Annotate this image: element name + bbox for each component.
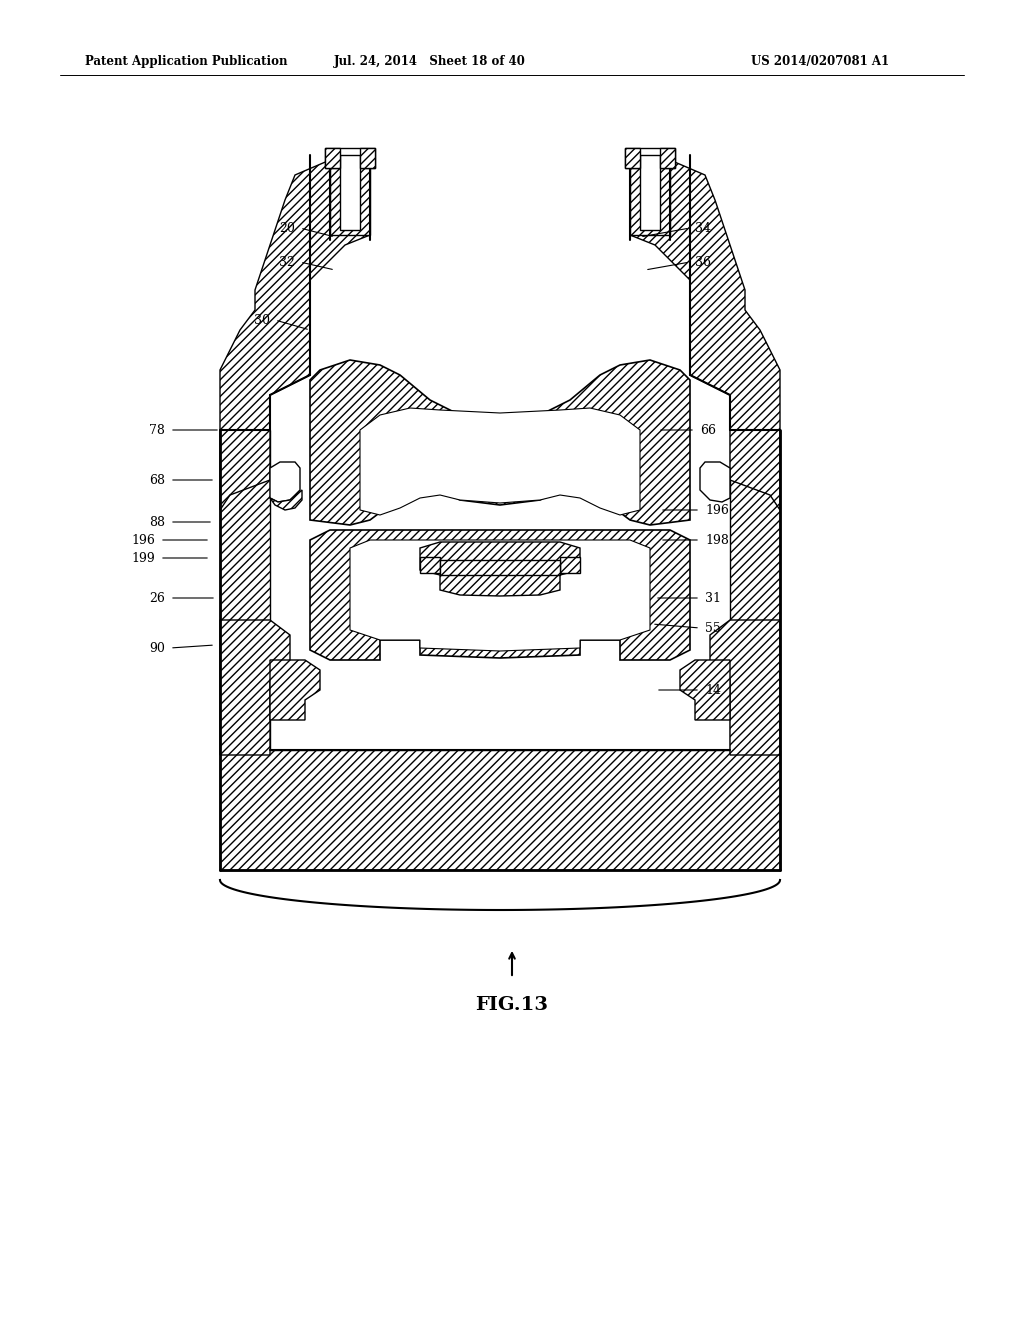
Text: Jul. 24, 2014   Sheet 18 of 40: Jul. 24, 2014 Sheet 18 of 40	[334, 55, 526, 69]
Polygon shape	[270, 462, 300, 502]
Text: 36: 36	[695, 256, 711, 268]
Polygon shape	[310, 531, 690, 660]
Text: 32: 32	[280, 256, 295, 268]
Text: 31: 31	[705, 591, 721, 605]
Polygon shape	[220, 620, 290, 755]
Polygon shape	[330, 154, 370, 235]
Polygon shape	[710, 620, 780, 755]
Text: US 2014/0207081 A1: US 2014/0207081 A1	[751, 55, 889, 69]
Text: 68: 68	[150, 474, 165, 487]
Text: 196: 196	[705, 503, 729, 516]
Polygon shape	[630, 160, 780, 430]
Text: 20: 20	[280, 222, 295, 235]
Polygon shape	[270, 660, 319, 719]
Polygon shape	[360, 148, 375, 168]
Polygon shape	[700, 462, 730, 502]
Polygon shape	[360, 408, 640, 515]
Polygon shape	[730, 430, 780, 870]
Polygon shape	[220, 160, 370, 430]
Polygon shape	[220, 430, 270, 870]
Polygon shape	[730, 430, 780, 510]
Polygon shape	[220, 750, 780, 870]
Polygon shape	[220, 430, 270, 510]
Text: FIG.13: FIG.13	[475, 997, 549, 1014]
Text: 30: 30	[254, 314, 270, 326]
Polygon shape	[625, 148, 640, 168]
Polygon shape	[340, 154, 360, 230]
Polygon shape	[630, 154, 670, 235]
Text: 90: 90	[150, 642, 165, 655]
Text: 66: 66	[700, 424, 716, 437]
Polygon shape	[350, 540, 650, 651]
Polygon shape	[680, 660, 730, 719]
Text: 78: 78	[150, 424, 165, 437]
Polygon shape	[420, 557, 440, 573]
Polygon shape	[310, 360, 690, 525]
Text: 196: 196	[131, 533, 155, 546]
Polygon shape	[560, 557, 580, 573]
Text: 198: 198	[705, 533, 729, 546]
Text: 199: 199	[131, 552, 155, 565]
Text: 26: 26	[150, 591, 165, 605]
Polygon shape	[270, 490, 302, 510]
Polygon shape	[625, 148, 675, 168]
Text: Patent Application Publication: Patent Application Publication	[85, 55, 288, 69]
Polygon shape	[325, 148, 375, 168]
Text: 34: 34	[695, 222, 711, 235]
Polygon shape	[640, 154, 660, 230]
Polygon shape	[420, 543, 580, 597]
Polygon shape	[325, 148, 340, 168]
Polygon shape	[660, 148, 675, 168]
Text: 14: 14	[705, 684, 721, 697]
Polygon shape	[440, 560, 560, 576]
Text: 88: 88	[150, 516, 165, 528]
Text: 55: 55	[705, 622, 721, 635]
